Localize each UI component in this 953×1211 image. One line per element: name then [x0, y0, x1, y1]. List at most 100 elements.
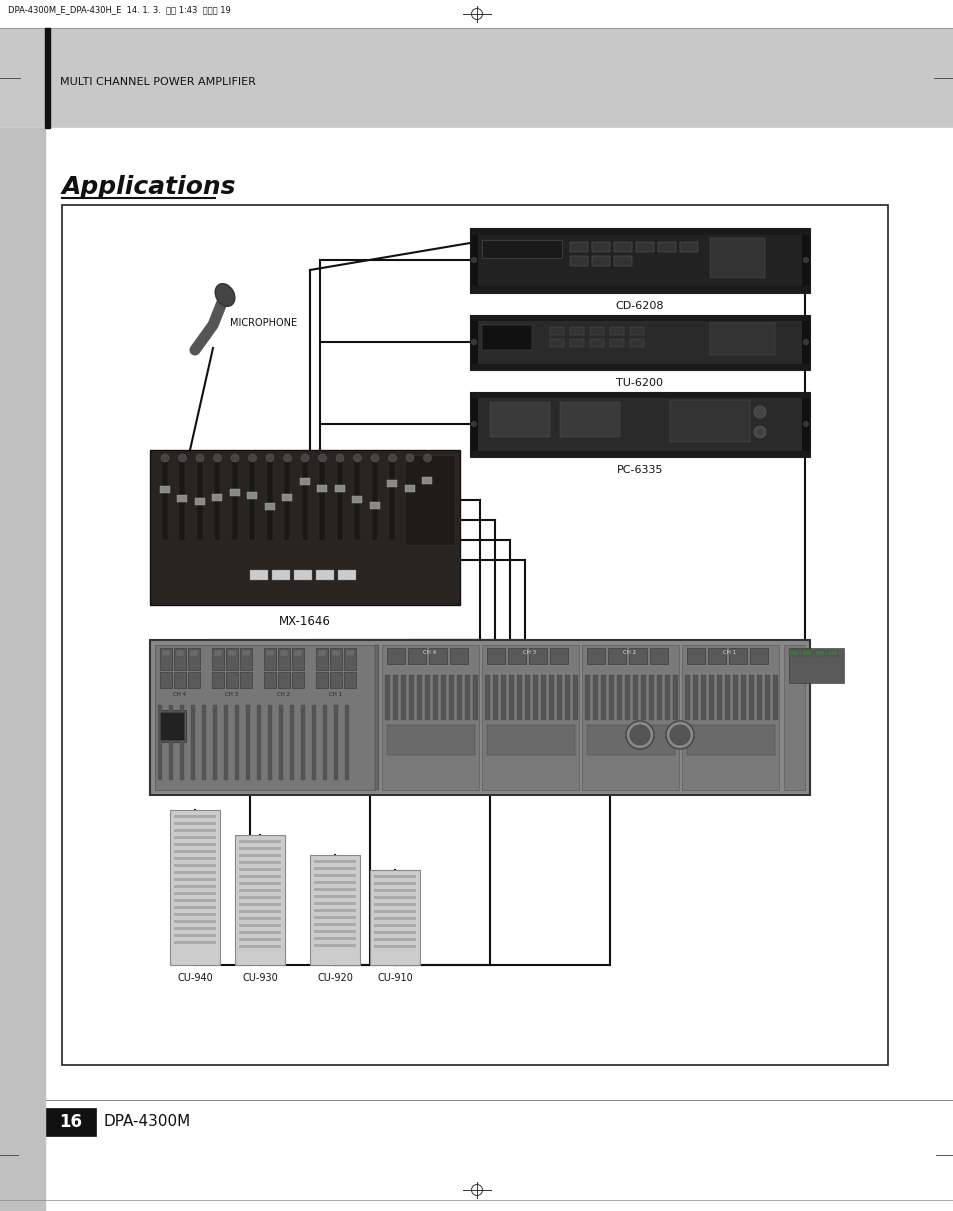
- Bar: [486, 725, 575, 754]
- Bar: [629, 339, 643, 348]
- Bar: [477, 321, 801, 365]
- Bar: [212, 648, 224, 670]
- Bar: [700, 675, 705, 721]
- Bar: [584, 675, 589, 721]
- Bar: [180, 705, 184, 780]
- Bar: [481, 240, 561, 258]
- Bar: [374, 903, 416, 906]
- Bar: [314, 888, 355, 891]
- Bar: [717, 675, 721, 721]
- Text: CU-930: CU-930: [242, 972, 277, 983]
- Bar: [264, 648, 275, 670]
- Bar: [600, 675, 605, 721]
- Bar: [788, 648, 843, 683]
- Circle shape: [354, 454, 361, 463]
- Bar: [264, 672, 275, 688]
- Bar: [242, 650, 250, 656]
- Bar: [433, 675, 437, 721]
- Bar: [284, 460, 291, 540]
- Bar: [374, 909, 416, 913]
- Bar: [247, 480, 257, 486]
- Bar: [783, 645, 804, 790]
- Bar: [490, 402, 550, 437]
- Text: CH 2: CH 2: [277, 691, 291, 698]
- Bar: [239, 903, 281, 906]
- Bar: [724, 675, 729, 721]
- Bar: [239, 868, 281, 871]
- Bar: [173, 822, 215, 825]
- Bar: [240, 672, 252, 688]
- Bar: [160, 504, 170, 511]
- Bar: [173, 899, 215, 902]
- Bar: [757, 675, 761, 721]
- Bar: [194, 504, 205, 511]
- Bar: [173, 863, 215, 867]
- Bar: [177, 503, 188, 509]
- Bar: [228, 650, 235, 656]
- Bar: [405, 455, 455, 545]
- Bar: [473, 675, 477, 721]
- Bar: [0, 0, 953, 28]
- Text: Applications: Applications: [62, 176, 236, 199]
- Bar: [569, 256, 587, 266]
- Circle shape: [195, 454, 204, 463]
- Bar: [387, 725, 475, 754]
- Bar: [239, 854, 281, 857]
- Bar: [173, 906, 215, 909]
- Bar: [246, 705, 250, 780]
- Bar: [173, 913, 215, 916]
- Bar: [265, 497, 274, 503]
- Bar: [239, 882, 281, 885]
- Bar: [173, 843, 215, 846]
- Bar: [162, 650, 170, 656]
- Bar: [648, 675, 654, 721]
- Circle shape: [266, 454, 274, 463]
- Bar: [374, 896, 416, 899]
- Bar: [314, 909, 355, 912]
- Bar: [334, 705, 337, 780]
- Bar: [470, 392, 809, 457]
- Bar: [408, 648, 426, 664]
- Bar: [154, 645, 375, 790]
- Circle shape: [802, 421, 807, 426]
- Bar: [232, 460, 237, 540]
- Bar: [684, 675, 689, 721]
- Bar: [559, 402, 619, 437]
- Bar: [557, 675, 561, 721]
- Bar: [692, 675, 698, 721]
- Bar: [272, 570, 290, 580]
- Bar: [239, 876, 281, 878]
- Bar: [212, 672, 224, 688]
- Bar: [330, 672, 341, 688]
- Bar: [173, 648, 186, 670]
- Bar: [173, 926, 215, 930]
- Bar: [374, 889, 416, 893]
- Bar: [332, 650, 339, 656]
- Bar: [0, 128, 953, 1100]
- Bar: [370, 483, 379, 490]
- Bar: [190, 650, 198, 656]
- Circle shape: [318, 454, 326, 463]
- Bar: [292, 672, 304, 688]
- Ellipse shape: [215, 283, 234, 306]
- Bar: [573, 675, 578, 721]
- Bar: [740, 675, 745, 721]
- Circle shape: [471, 421, 476, 426]
- Bar: [344, 648, 355, 670]
- Bar: [277, 648, 290, 670]
- Bar: [374, 931, 416, 934]
- Bar: [158, 705, 162, 780]
- Bar: [224, 705, 228, 780]
- Bar: [323, 705, 327, 780]
- Bar: [314, 902, 355, 905]
- Bar: [314, 916, 355, 919]
- Bar: [732, 675, 738, 721]
- Bar: [481, 325, 532, 350]
- Bar: [550, 339, 563, 348]
- Bar: [456, 675, 461, 721]
- Bar: [533, 675, 537, 721]
- Bar: [213, 650, 222, 656]
- Bar: [409, 675, 414, 721]
- Bar: [608, 675, 614, 721]
- Bar: [550, 648, 567, 664]
